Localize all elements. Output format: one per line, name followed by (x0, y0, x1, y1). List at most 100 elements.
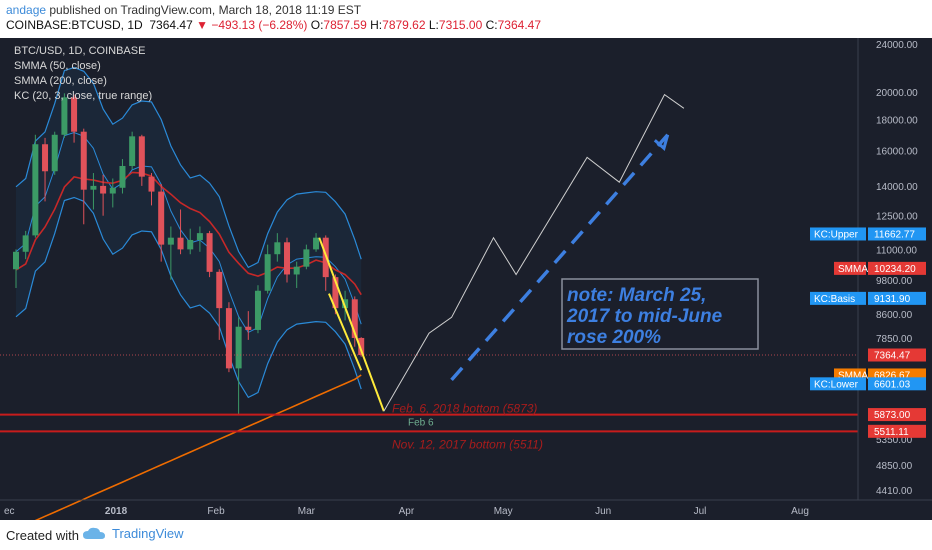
legend-entry: KC (20, 3, close, true range) (14, 90, 152, 102)
candle-body (303, 249, 310, 267)
y-tick-label: 8600.00 (876, 310, 913, 321)
cloud-icon (83, 527, 105, 539)
created-with-label: Created with (6, 528, 79, 543)
high-value: 7879.62 (382, 18, 426, 32)
note-line: 2017 to mid-June (566, 306, 723, 327)
price-tag-label: SMMA (838, 370, 868, 381)
candle-body (158, 191, 165, 245)
candle-body (61, 97, 68, 135)
price-tag-value: 5873.00 (874, 410, 911, 421)
y-tick-label: 4410.00 (876, 486, 913, 497)
open-value: 7857.59 (323, 18, 367, 32)
note-box (561, 278, 759, 350)
legend-entry: SMMA (200, close) (14, 75, 107, 87)
candle-body (80, 131, 87, 190)
open-label: O: (310, 18, 324, 32)
candle-body (196, 233, 203, 240)
legend-entry: BTC/USD, 1D, COINBASE (14, 45, 145, 57)
close-label: C: (485, 18, 498, 32)
x-tick-label: Mar (298, 506, 316, 517)
y-tick-label: 7850.00 (876, 334, 913, 345)
price-tag: 9131.90 KC:Basis (810, 291, 926, 305)
candle-body (22, 235, 29, 252)
low-label: L: (428, 18, 439, 32)
candle-body (32, 144, 39, 236)
chart-area[interactable]: Feb. 6, 2018 bottom (5873) Nov. 12, 2017 … (0, 38, 932, 520)
y-tick-label: 14000.00 (876, 182, 918, 193)
tradingview-brand: TradingView (112, 526, 184, 541)
price-tag-value: 7364.47 (874, 351, 911, 362)
projection-path (383, 93, 685, 412)
price-tag-value-box (868, 377, 926, 391)
price-tag-value: 11662.77 (874, 229, 915, 240)
last-price: 7364.47 (149, 18, 193, 32)
x-tick-label: Feb (207, 506, 225, 517)
candle-body (42, 144, 49, 172)
kc-upper-line (15, 66, 362, 269)
price-tag-label-box (810, 227, 866, 241)
candle-body (100, 185, 107, 194)
high-label: H: (370, 18, 383, 32)
candle-body (351, 299, 358, 338)
header-bar: andage published on TradingView.com, Mar… (0, 0, 932, 38)
candle-body (225, 308, 232, 369)
candle-body (90, 185, 97, 190)
symbol-name: COINBASE:BTCUSD, 1D (6, 18, 143, 32)
candle-body (119, 165, 126, 188)
candle-body (284, 242, 291, 275)
price-tag-label: SMMA (838, 264, 868, 275)
candle-body (358, 337, 365, 356)
price-chart[interactable]: Feb. 6, 2018 bottom (5873) Nov. 12, 2017 … (0, 38, 932, 520)
x-tick-label: Jul (694, 506, 707, 517)
tradingview-logo[interactable]: TradingView (82, 526, 184, 541)
candle-body (187, 239, 194, 250)
x-tick-label: Apr (399, 506, 415, 517)
kc-lower-line (15, 196, 362, 399)
price-tag-value-box (868, 261, 926, 275)
y-tick-label: 5350.00 (876, 435, 913, 446)
price-tag-value: 6601.03 (874, 379, 911, 390)
y-tick-label: 11000.00 (876, 245, 917, 256)
price-change: ▼ −493.13 (−6.28%) (196, 18, 308, 32)
candle-body (13, 251, 19, 270)
candle-body (167, 237, 174, 245)
y-tick-label: 24000.00 (876, 40, 918, 51)
note-line: rose 200% (567, 327, 661, 348)
support-label: Nov. 12, 2017 bottom (5511) (392, 437, 543, 451)
low-value: 7315.00 (438, 18, 483, 32)
candle-body (148, 176, 155, 192)
yellow-trendline (328, 293, 363, 371)
support-label: Feb. 6, 2018 bottom (5873) (392, 402, 537, 416)
price-tag-value-box (868, 348, 926, 362)
price-tag-value: 9131.90 (874, 294, 911, 305)
price-tag-value-box (868, 424, 926, 438)
feb6-label: Feb 6 (408, 418, 434, 429)
y-tick-label: 9800.00 (876, 276, 913, 287)
price-tag-value-box (868, 227, 926, 241)
candle-body (109, 187, 116, 194)
candle-body (71, 97, 78, 132)
price-tag-value: 5511.11 (874, 427, 909, 438)
candle-body (254, 290, 261, 330)
y-tick-label: 20000.00 (876, 88, 918, 99)
price-tag: 5873.00 (868, 408, 926, 422)
candle-body (313, 237, 320, 250)
dashed-arrow (450, 133, 670, 382)
candle-body (206, 233, 213, 272)
candle-body (264, 254, 271, 291)
price-tag: 5511.11 (868, 424, 926, 438)
price-tag: 6601.03 KC:Lower (810, 377, 926, 391)
x-tick-label: Jun (595, 506, 611, 517)
footer-bar: Created with TradingView (0, 520, 932, 550)
price-tag-value-box (868, 408, 926, 422)
candle-body (293, 266, 300, 275)
price-tag-value-box (868, 291, 926, 305)
symbol-line: COINBASE:BTCUSD, 1D 7364.47 ▼ −493.13 (−… (6, 18, 541, 32)
publish-info: published on TradingView.com, March 18, … (46, 3, 362, 17)
price-tag: 11662.77 KC:Upper (810, 227, 926, 241)
candle-body (235, 326, 242, 369)
author-link[interactable]: andage (6, 3, 47, 17)
price-axis-bg (858, 38, 932, 520)
smma-200-line (34, 374, 362, 520)
price-tag-value: 10234.20 (874, 264, 916, 275)
